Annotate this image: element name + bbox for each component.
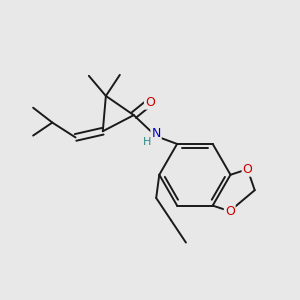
- Text: O: O: [243, 163, 253, 176]
- Text: O: O: [225, 205, 235, 218]
- Text: H: H: [143, 137, 152, 147]
- Text: N: N: [151, 127, 161, 140]
- Text: O: O: [145, 96, 155, 109]
